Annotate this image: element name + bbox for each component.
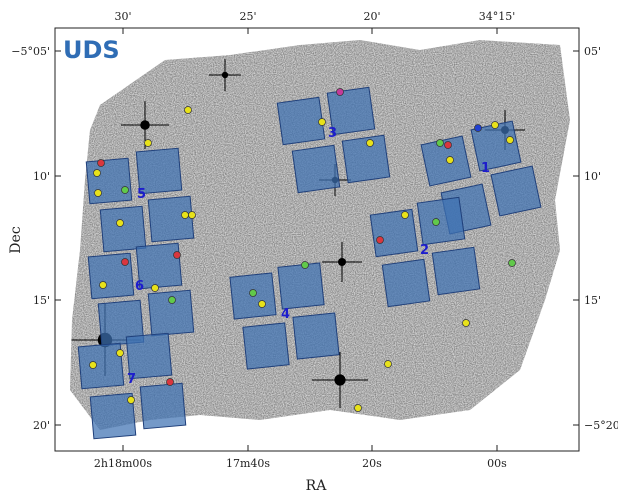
dec-right-tick-label: −5°20'	[584, 419, 618, 432]
field-number-labels: 1 2 3 4 5 6 7	[127, 126, 490, 387]
source-marker	[432, 218, 440, 226]
source-marker	[127, 396, 135, 404]
source-marker	[116, 219, 124, 227]
source-marker	[97, 159, 105, 167]
pointing-square	[77, 342, 125, 390]
dec-right-tick-label: 10'	[584, 170, 601, 183]
axis-ticks	[55, 28, 579, 451]
dec-left-tick-label: 15'	[33, 294, 50, 307]
ra-top-tick-label: 34°15'	[479, 10, 516, 23]
ra-bottom-tick-label: 17m40s	[226, 457, 270, 470]
source-marker	[436, 139, 444, 147]
source-marker	[354, 404, 362, 412]
dec-right-tick-labels: 05' 10' 15' −5°20'	[584, 45, 618, 432]
pointing-square	[147, 289, 195, 337]
source-marker	[168, 296, 176, 304]
source-marker	[89, 361, 97, 369]
dec-left-tick-label: 20'	[33, 419, 50, 432]
pointing-square	[97, 299, 145, 347]
ra-bottom-tick-labels: 2h18m00s 17m40s 20s 00s	[94, 457, 507, 470]
source-marker	[336, 88, 344, 96]
field-title: UDS	[63, 36, 120, 64]
source-marker	[144, 139, 152, 147]
source-marker	[462, 319, 470, 327]
pointing-square	[147, 195, 195, 243]
source-marker	[99, 281, 107, 289]
ra-top-tick-labels: 30' 25' 20' 34°15'	[114, 10, 515, 23]
ra-top-tick-label: 30'	[114, 10, 131, 23]
source-marker	[181, 211, 189, 219]
ra-top-tick-label: 25'	[239, 10, 256, 23]
pointing-square	[431, 246, 481, 296]
dec-left-tick-label: −5°05'	[11, 45, 50, 58]
pointing-square	[326, 86, 376, 136]
pointing-square	[416, 196, 466, 246]
source-marker	[491, 121, 499, 129]
source-marker	[401, 211, 409, 219]
dec-right-tick-label: 05'	[584, 45, 601, 58]
ra-bottom-tick-label: 20s	[362, 457, 382, 470]
pointing-square	[292, 312, 340, 360]
field-label-3: 3	[328, 126, 337, 141]
pointing-square	[490, 165, 542, 217]
pointing-square	[99, 205, 147, 253]
field-label-4: 4	[281, 307, 290, 322]
source-marker	[301, 261, 309, 269]
ra-bottom-tick-label: 00s	[487, 457, 507, 470]
source-marker	[121, 258, 129, 266]
source-marker	[184, 106, 192, 114]
source-marker	[384, 360, 392, 368]
source-marker	[116, 349, 124, 357]
field-label-6: 6	[135, 279, 144, 294]
field-label-5: 5	[137, 187, 146, 202]
ra-bottom-tick-label: 2h18m00s	[94, 457, 153, 470]
source-marker	[474, 124, 482, 132]
plot-frame	[54, 27, 580, 452]
pointing-square	[135, 147, 183, 195]
source-marker	[166, 378, 174, 386]
field-label-2: 2	[420, 243, 429, 258]
field-label-1: 1	[481, 161, 490, 176]
source-markers	[89, 88, 516, 412]
pointing-square	[369, 208, 419, 258]
source-marker	[446, 156, 454, 164]
source-marker	[318, 118, 326, 126]
source-marker	[376, 236, 384, 244]
pointing-square	[135, 242, 183, 290]
pointing-square	[381, 258, 431, 308]
pointing-square	[242, 322, 290, 370]
source-marker	[188, 211, 196, 219]
source-marker	[506, 136, 514, 144]
source-marker	[249, 289, 257, 297]
source-marker	[151, 284, 159, 292]
source-marker	[173, 251, 181, 259]
source-marker	[258, 300, 266, 308]
pointing-square	[276, 96, 326, 146]
x-axis-title: RA	[306, 478, 328, 494]
dec-left-tick-labels: −5°05' 10' 15' 20'	[11, 45, 50, 432]
source-marker	[93, 169, 101, 177]
pointing-square	[341, 134, 391, 184]
pointing-square	[89, 392, 137, 440]
source-marker	[94, 189, 102, 197]
source-marker	[444, 141, 452, 149]
source-marker	[508, 259, 516, 267]
source-marker	[366, 139, 374, 147]
dec-left-tick-label: 10'	[33, 170, 50, 183]
y-axis-title: Dec	[8, 226, 24, 254]
pointing-square	[291, 144, 341, 194]
source-marker	[121, 186, 129, 194]
pointing-square	[277, 262, 325, 310]
dec-right-tick-label: 15'	[584, 294, 601, 307]
pointing-squares	[77, 86, 542, 440]
pointing-square	[85, 157, 133, 205]
field-label-7: 7	[127, 372, 136, 387]
ra-top-tick-label: 20'	[363, 10, 380, 23]
pointing-square	[139, 382, 187, 430]
pointing-square	[125, 332, 173, 380]
